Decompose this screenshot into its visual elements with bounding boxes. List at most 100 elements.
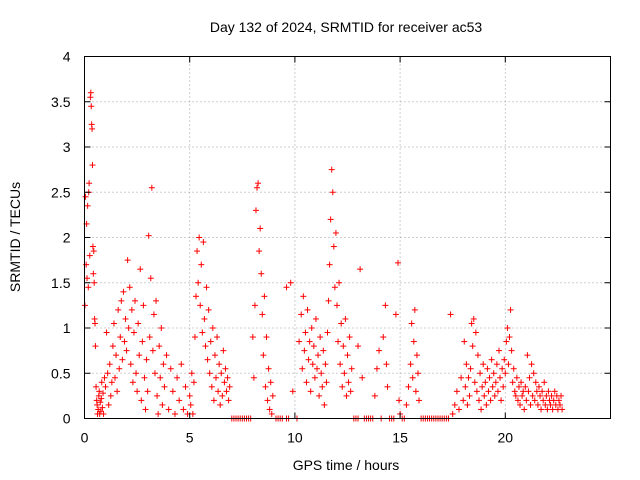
data-point (165, 406, 172, 413)
data-point (524, 352, 531, 359)
data-point (198, 261, 205, 268)
data-point (141, 374, 148, 381)
data-point (120, 288, 127, 295)
plot-frame (84, 56, 611, 419)
data-point (342, 315, 349, 322)
data-point (189, 410, 196, 417)
data-point (540, 397, 547, 404)
data-point (447, 311, 454, 318)
data-point (251, 302, 258, 309)
data-point (320, 347, 327, 354)
data-point (483, 401, 490, 408)
data-point (84, 202, 91, 209)
data-point (150, 311, 157, 318)
data-point (510, 365, 517, 372)
data-point (487, 397, 494, 404)
data-point (255, 180, 262, 187)
data-point (205, 306, 212, 313)
data-point (323, 379, 330, 386)
x-tick-label: 5 (186, 430, 194, 446)
data-point (160, 361, 167, 368)
data-point (416, 397, 423, 404)
data-point (102, 383, 109, 390)
data-point (219, 392, 226, 399)
data-point (317, 334, 324, 341)
data-point (482, 379, 489, 386)
data-point (347, 388, 354, 395)
data-point (265, 365, 272, 372)
data-point (316, 392, 323, 399)
data-point (481, 392, 488, 399)
data-point (213, 374, 219, 381)
data-point (509, 379, 516, 386)
data-point (489, 383, 496, 390)
data-point (124, 257, 131, 264)
data-point (258, 270, 265, 277)
data-point (329, 189, 336, 196)
data-point (191, 334, 198, 341)
data-point (550, 397, 557, 404)
data-point (315, 352, 322, 359)
data-point (263, 334, 270, 341)
data-point (167, 365, 174, 372)
data-point (532, 379, 539, 386)
data-point (97, 408, 104, 415)
data-point (339, 383, 346, 390)
data-point (101, 374, 108, 381)
data-point (456, 406, 463, 413)
data-point (147, 275, 154, 282)
data-point (153, 297, 160, 304)
data-point (517, 401, 524, 408)
data-point (465, 374, 472, 381)
data-point (190, 379, 197, 386)
data-point (302, 329, 309, 336)
data-point (222, 365, 229, 372)
data-point (490, 370, 497, 377)
data-point (117, 334, 124, 341)
y-tick-label: 3.5 (51, 94, 71, 110)
data-point (211, 352, 218, 359)
data-point (145, 232, 152, 239)
data-point (520, 388, 527, 395)
data-point (327, 216, 334, 223)
data-point (494, 388, 501, 395)
data-point (384, 383, 391, 390)
data-point (337, 361, 344, 368)
data-point (90, 270, 97, 277)
data-point (336, 279, 343, 286)
data-point (216, 361, 223, 368)
data-point (137, 266, 144, 273)
data-point (411, 306, 418, 313)
data-point (333, 302, 340, 309)
data-point (403, 401, 410, 408)
data-point (307, 388, 314, 395)
data-point (169, 388, 176, 395)
data-point (518, 379, 525, 386)
data-point (126, 284, 133, 291)
data-point (218, 370, 225, 377)
data-point (214, 334, 221, 341)
data-point (207, 338, 214, 345)
data-point (544, 406, 551, 413)
data-point (538, 406, 545, 413)
data-point (131, 297, 138, 304)
data-point (505, 361, 512, 368)
data-point (407, 361, 414, 368)
data-point (396, 397, 403, 404)
data-point (140, 302, 147, 309)
data-point (267, 379, 274, 386)
data-point (98, 395, 105, 402)
data-point (328, 166, 335, 173)
y-tick-label: 0 (63, 411, 71, 427)
data-point (223, 388, 230, 395)
data-point (148, 184, 155, 191)
data-point (96, 388, 103, 395)
data-point (157, 374, 164, 381)
data-point (226, 383, 233, 390)
data-point (528, 361, 535, 368)
data-point (497, 374, 504, 381)
data-point (194, 248, 201, 255)
data-point (557, 401, 564, 408)
y-tick-label: 1.5 (51, 275, 71, 291)
data-point (201, 315, 208, 322)
